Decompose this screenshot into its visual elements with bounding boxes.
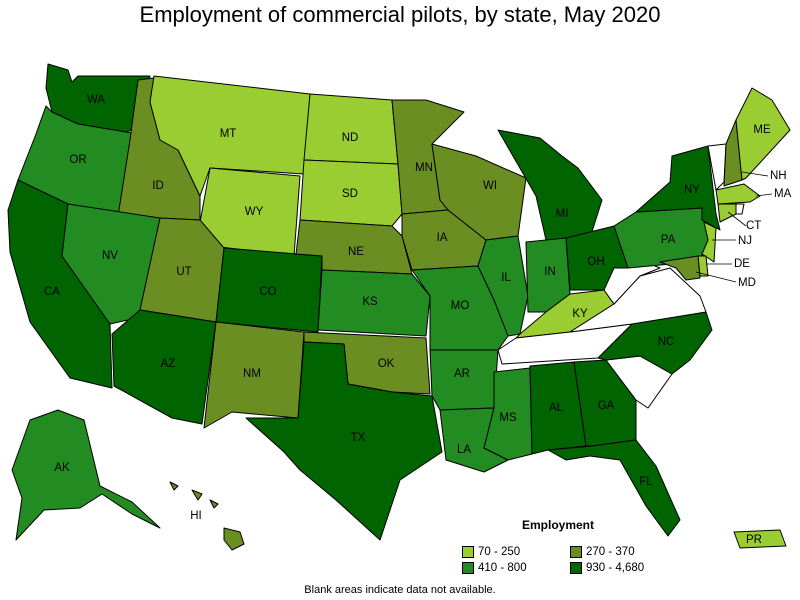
state-va[interactable] — [569, 267, 707, 333]
label-fl: FL — [639, 476, 653, 488]
label-ne: NE — [348, 246, 364, 258]
state-hi[interactable] — [169, 481, 245, 551]
label-nd: ND — [342, 132, 359, 144]
legend-item: 70 - 250 — [462, 546, 520, 558]
legend-title: Employment — [522, 518, 595, 532]
state-ma[interactable] — [715, 183, 761, 205]
leader-line-ma — [755, 193, 773, 197]
state-ny[interactable] — [635, 145, 721, 231]
label-ct: CT — [746, 220, 761, 232]
label-ky: KY — [572, 308, 588, 320]
label-la: LA — [457, 444, 471, 456]
label-nh: NH — [770, 170, 787, 182]
label-in: IN — [544, 266, 556, 278]
label-mi: MI — [556, 208, 569, 220]
legend-swatch — [462, 546, 474, 558]
legend-item: 410 - 800 — [462, 562, 527, 574]
state-ri[interactable] — [735, 203, 745, 215]
label-pr: PR — [746, 534, 762, 546]
state-md[interactable] — [659, 255, 701, 281]
legend-label: 930 - 4,680 — [586, 562, 645, 574]
legend-label: 410 - 800 — [478, 562, 527, 574]
label-mn: MN — [415, 162, 433, 174]
label-sd: SD — [342, 188, 358, 200]
label-or: OR — [69, 154, 86, 166]
label-de: DE — [734, 258, 750, 270]
label-ok: OK — [378, 358, 395, 370]
label-oh: OH — [587, 256, 604, 268]
label-ca: CA — [44, 286, 60, 298]
leader-line-md — [695, 271, 737, 283]
label-ia: IA — [437, 232, 448, 244]
legend-swatch — [570, 562, 582, 574]
label-md: MD — [738, 277, 756, 289]
state-pr[interactable] — [733, 529, 787, 549]
label-co: CO — [259, 286, 276, 298]
legend-item: 270 - 370 — [570, 546, 635, 558]
leader-line-ct — [727, 211, 747, 227]
legend-label: 270 - 370 — [586, 546, 635, 558]
label-ny: NY — [684, 184, 700, 196]
label-nm: NM — [243, 368, 261, 380]
state-co[interactable] — [215, 247, 323, 333]
map-title: Employment of commercial pilots, by stat… — [139, 2, 661, 27]
state-ct[interactable] — [717, 203, 737, 223]
label-mo: MO — [451, 300, 470, 312]
state-me[interactable] — [735, 87, 791, 181]
state-nj[interactable] — [701, 221, 717, 263]
footnote: Blank areas indicate data not available. — [304, 584, 496, 596]
label-wa: WA — [87, 94, 105, 106]
label-ma: MA — [774, 188, 792, 200]
label-wy: WY — [245, 206, 264, 218]
label-pa: PA — [661, 234, 676, 246]
label-il: IL — [501, 272, 511, 284]
state-il[interactable] — [477, 235, 529, 337]
leader-line-nh — [741, 171, 769, 177]
label-ak: AK — [54, 462, 70, 474]
label-ar: AR — [454, 368, 470, 380]
label-nv: NV — [102, 250, 118, 262]
label-mt: MT — [220, 128, 237, 140]
label-id: ID — [152, 180, 164, 192]
legend: Employment 70 - 250 270 - 370 410 - 800 … — [462, 518, 712, 578]
state-fl[interactable] — [547, 439, 681, 537]
label-nc: NC — [658, 336, 675, 348]
legend-label: 70 - 250 — [478, 546, 521, 558]
label-ks: KS — [362, 296, 378, 308]
label-ut: UT — [176, 266, 191, 278]
state-tx[interactable] — [245, 341, 443, 541]
label-ga: GA — [598, 400, 615, 412]
state-ks[interactable] — [317, 269, 431, 337]
label-tx: TX — [351, 432, 366, 444]
label-ms: MS — [499, 412, 517, 424]
state-ak[interactable] — [11, 409, 161, 541]
label-wi: WI — [483, 180, 497, 192]
label-hi: HI — [190, 510, 202, 522]
state-sd[interactable] — [299, 159, 403, 227]
label-az: AZ — [161, 358, 176, 370]
state-mi[interactable] — [497, 129, 603, 241]
label-al: AL — [549, 402, 564, 414]
legend-swatch — [462, 562, 474, 574]
legend-item: 930 - 4,680 — [570, 562, 644, 574]
label-me: ME — [753, 124, 771, 136]
state-nd[interactable] — [303, 93, 399, 165]
legend-swatch — [570, 546, 582, 558]
state-nm[interactable] — [203, 321, 305, 429]
label-nj: NJ — [738, 235, 752, 247]
